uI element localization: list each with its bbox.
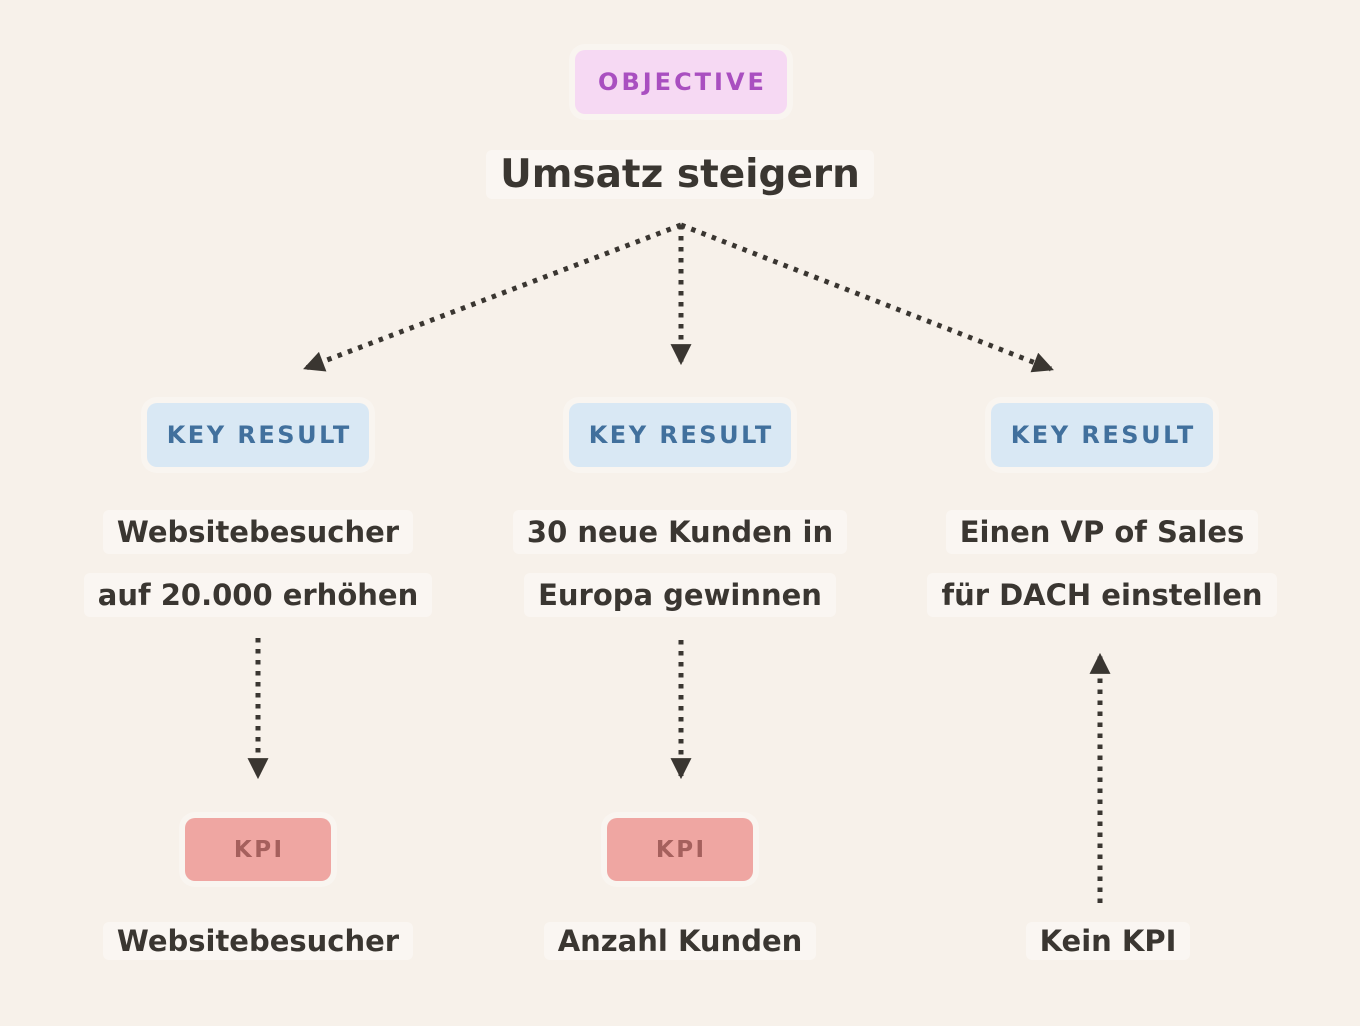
kpi-name-2-text: Anzahl Kunden [543, 922, 817, 960]
kpi-name-3: Kein KPI [888, 922, 1328, 960]
objective-title-text: Umsatz steigern [486, 150, 874, 199]
key-result-text-3: Einen VP of Sales für DACH einstellen [882, 501, 1322, 627]
kpi-name-3-text: Kein KPI [1025, 922, 1191, 960]
key-result-3-line1: Einen VP of Sales [945, 510, 1259, 554]
kpi-name-1: Websitebesucher [38, 922, 478, 960]
key-result-badge-2: KEY RESULT [569, 403, 791, 467]
key-result-badge-3: KEY RESULT [991, 403, 1213, 467]
arrow-objective-to-keyresult-1 [303, 222, 682, 372]
kpi-badge-2: KPI [607, 818, 753, 881]
arrow-objective-to-keyresult-3 [680, 222, 1054, 373]
kpi-name-1-text: Websitebesucher [102, 922, 414, 960]
objective-title: Umsatz steigern [0, 150, 1360, 199]
key-result-badge-1: KEY RESULT [147, 403, 369, 467]
key-result-1-line1: Websitebesucher [102, 510, 414, 554]
key-result-text-1: Websitebesucher auf 20.000 erhöhen [38, 501, 478, 627]
kpi-badge-1: KPI [185, 818, 331, 881]
kpi-name-2: Anzahl Kunden [460, 922, 900, 960]
key-result-2-line1: 30 neue Kunden in [512, 510, 848, 554]
key-result-text-2: 30 neue Kunden in Europa gewinnen [460, 501, 900, 627]
key-result-3-line2: für DACH einstellen [927, 573, 1277, 617]
objective-badge: OBJECTIVE [575, 50, 787, 114]
key-result-1-line2: auf 20.000 erhöhen [83, 573, 433, 617]
key-result-2-line2: Europa gewinnen [524, 573, 836, 617]
